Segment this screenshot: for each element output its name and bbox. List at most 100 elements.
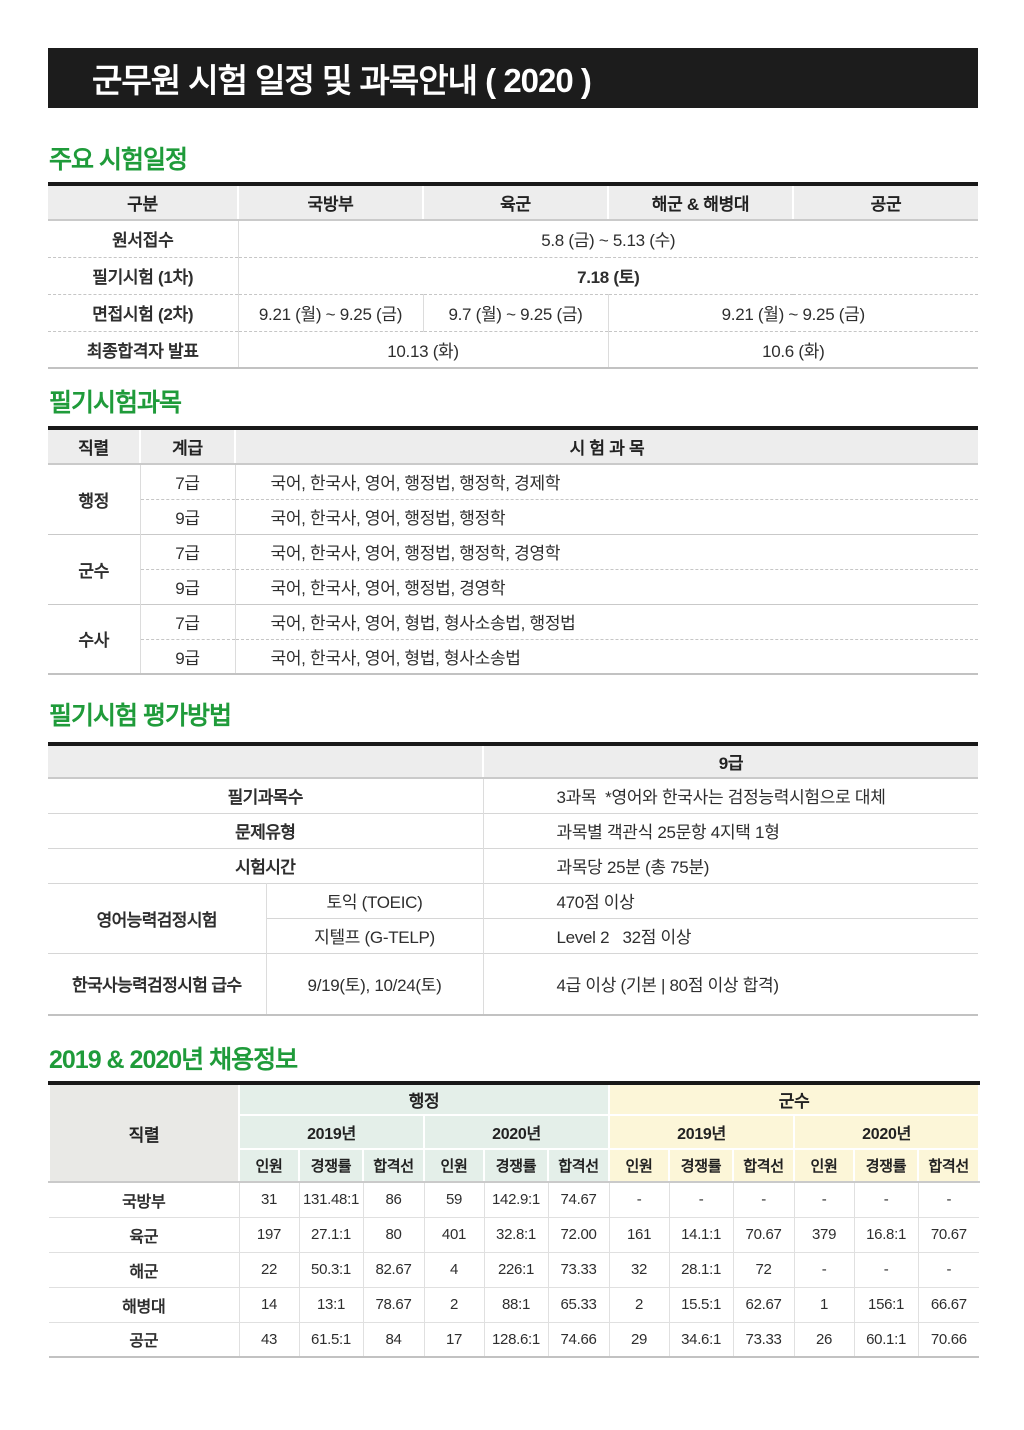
value-cell: 142.9:1 xyxy=(483,1181,548,1217)
table-row: 군수 7급 국어, 한국사, 영어, 행정법, 행정학, 경영학 xyxy=(48,533,978,604)
grade-cell: 9급 xyxy=(140,638,236,674)
value-cell: 59 xyxy=(423,1181,484,1217)
section-heading-evaluation: 필기시험 평가방법 xyxy=(49,702,232,730)
group-header-admin: 행정 xyxy=(237,1082,611,1116)
evaluation-value-cell: 4급 이상 (기본 | 80점 이상 합격) xyxy=(482,952,978,1015)
value-cell: 73.33 xyxy=(732,1321,795,1357)
value-cell: 62.67 xyxy=(732,1286,795,1322)
recruitment-year-header-row: 2019년 2020년 2019년 2020년 xyxy=(49,1114,981,1150)
year-header: 2020년 xyxy=(793,1114,981,1150)
table-row: 원서접수 5.8 (금) ~ 5.13 (수) xyxy=(48,220,978,257)
row-label: 최종합격자 발표 xyxy=(48,330,239,368)
value-cell: 13:1 xyxy=(298,1286,363,1322)
column-header-mnd: 국방부 xyxy=(237,184,423,221)
value-cell: - xyxy=(917,1181,980,1217)
column-header-branch: 직렬 xyxy=(48,428,140,465)
metric-header: 경쟁률 xyxy=(298,1148,364,1183)
subject-list-cell: 국어, 한국사, 영어, 행정법, 행정학 xyxy=(235,498,978,534)
value-cell: 22 xyxy=(238,1251,299,1287)
test-name-cell: 토익 (TOEIC) xyxy=(266,882,483,918)
evaluation-value-cell: Level 2 32점 이상 xyxy=(482,917,978,953)
value-cell: 2 xyxy=(608,1286,670,1322)
metric-header: 인원 xyxy=(793,1148,856,1183)
value-cell: 84 xyxy=(362,1321,424,1357)
value-cell: 50.3:1 xyxy=(298,1251,363,1287)
table-row: 영어능력검정시험 토익 (TOEIC) 470점 이상 xyxy=(48,882,978,953)
table-row: 행정 7급 국어, 한국사, 영어, 행정법, 행정학, 경제학 xyxy=(48,464,978,534)
row-label: 필기시험 (1차) xyxy=(48,256,239,294)
test-name-cell: 지텔프 (G-TELP) xyxy=(266,917,483,953)
evaluation-value-cell: 470점 이상 xyxy=(482,882,978,918)
value-cell: 197 xyxy=(238,1216,299,1252)
value-cell: 161 xyxy=(608,1216,670,1252)
table-row: 한국사능력검정시험 급수 9/19(토), 10/24(토) 4급 이상 (기본… xyxy=(48,952,978,1015)
value-cell: 14.1:1 xyxy=(668,1216,734,1252)
value-cell: 28.1:1 xyxy=(668,1251,734,1287)
row-label: 문제유형 xyxy=(48,812,483,848)
grade-cell: 7급 xyxy=(140,464,236,499)
row-label: 국방부 xyxy=(49,1181,239,1217)
table-row: 해병대 14 13:1 78.67 2 88:1 65.33 2 15.5:1 … xyxy=(49,1286,980,1322)
value-cell: 32.8:1 xyxy=(483,1216,548,1252)
table-row: 지텔프 (G-TELP) Level 2 32점 이상 xyxy=(48,917,978,953)
column-header-exam-subjects: 시 험 과 목 xyxy=(234,428,978,465)
schedule-value-cell: 10.13 (화) xyxy=(238,330,608,368)
branch-label: 행정 xyxy=(48,464,141,534)
year-header: 2019년 xyxy=(608,1114,796,1150)
table-row: 시험시간 과목당 25분 (총 75분) xyxy=(48,847,978,883)
table-row: 문제유형 과목별 객관식 25문항 4지택 1형 xyxy=(48,812,978,848)
value-cell: 29 xyxy=(608,1321,670,1357)
value-cell: 74.67 xyxy=(547,1181,610,1217)
value-cell: 14 xyxy=(238,1286,299,1322)
value-cell: 32 xyxy=(608,1251,670,1287)
grade-cell: 9급 xyxy=(140,568,236,604)
row-label: 영어능력검정시험 xyxy=(48,882,267,953)
table-row: 최종합격자 발표 10.13 (화) 10.6 (화) xyxy=(48,330,978,368)
column-header-grade9: 9급 xyxy=(482,744,978,779)
evaluation-value-cell: 과목당 25분 (총 75분) xyxy=(482,847,978,883)
row-label: 공군 xyxy=(49,1321,239,1357)
page-title: 군무원 시험 일정 및 과목안내 ( 2020 ) xyxy=(92,62,592,99)
value-cell: 2 xyxy=(423,1286,484,1322)
schedule-value-cell: 5.8 (금) ~ 5.13 (수) xyxy=(541,231,676,251)
subject-list-cell: 국어, 한국사, 영어, 행정법, 경영학 xyxy=(235,568,978,604)
metric-header: 경쟁률 xyxy=(483,1148,549,1183)
row-label: 한국사능력검정시험 급수 xyxy=(48,952,267,1015)
subject-list-cell: 국어, 한국사, 영어, 행정법, 행정학, 경영학 xyxy=(235,533,978,569)
grade-cell: 7급 xyxy=(140,603,236,639)
row-label: 해병대 xyxy=(49,1286,239,1322)
value-cell: 65.33 xyxy=(547,1286,610,1322)
row-label: 면접시험 (2차) xyxy=(48,293,239,331)
table-row: 육군 197 27.1:1 80 401 32.8:1 72.00 161 14… xyxy=(49,1216,980,1252)
value-cell: 17 xyxy=(423,1321,484,1357)
value-cell: 27.1:1 xyxy=(298,1216,363,1252)
table-row: 필기시험 (1차) 7.18 (토) xyxy=(48,256,978,294)
metric-header: 합격선 xyxy=(732,1148,796,1183)
value-cell: 60.1:1 xyxy=(853,1321,919,1357)
schedule-value-cell: 9.21 (월) ~ 9.25 (금) xyxy=(238,293,423,331)
value-cell: 401 xyxy=(423,1216,484,1252)
value-cell: 70.66 xyxy=(917,1321,980,1357)
value-cell: 82.67 xyxy=(362,1251,424,1287)
evaluation-value-cell: 3과목 *영어와 한국사는 검정능력시험으로 대체 xyxy=(482,778,978,813)
branch-label: 군수 xyxy=(48,533,141,604)
metric-header: 인원 xyxy=(238,1148,300,1183)
column-header-grade: 계급 xyxy=(139,428,235,465)
value-cell: 226:1 xyxy=(483,1251,548,1287)
value-cell: 80 xyxy=(362,1216,424,1252)
grade-cell: 9급 xyxy=(140,498,236,534)
value-cell: 15.5:1 xyxy=(668,1286,734,1322)
metric-header: 합격선 xyxy=(546,1148,611,1183)
value-cell: - xyxy=(668,1181,734,1217)
evaluation-header-row: 9급 xyxy=(48,744,978,779)
value-cell: 74.66 xyxy=(547,1321,610,1357)
value-cell: - xyxy=(793,1251,855,1287)
metric-header: 경쟁률 xyxy=(668,1148,735,1183)
table-row: 필기과목수 3과목 *영어와 한국사는 검정능력시험으로 대체 xyxy=(48,778,978,813)
table-row: 9급 국어, 한국사, 영어, 행정법, 행정학 xyxy=(48,498,978,534)
schedule-value-cell: 9.7 (월) ~ 9.25 (금) xyxy=(422,293,608,331)
title-banner: 군무원 시험 일정 및 과목안내 ( 2020 ) xyxy=(48,48,978,108)
row-label: 필기과목수 xyxy=(227,788,304,808)
value-cell: - xyxy=(853,1181,919,1217)
value-cell: 26 xyxy=(793,1321,855,1357)
